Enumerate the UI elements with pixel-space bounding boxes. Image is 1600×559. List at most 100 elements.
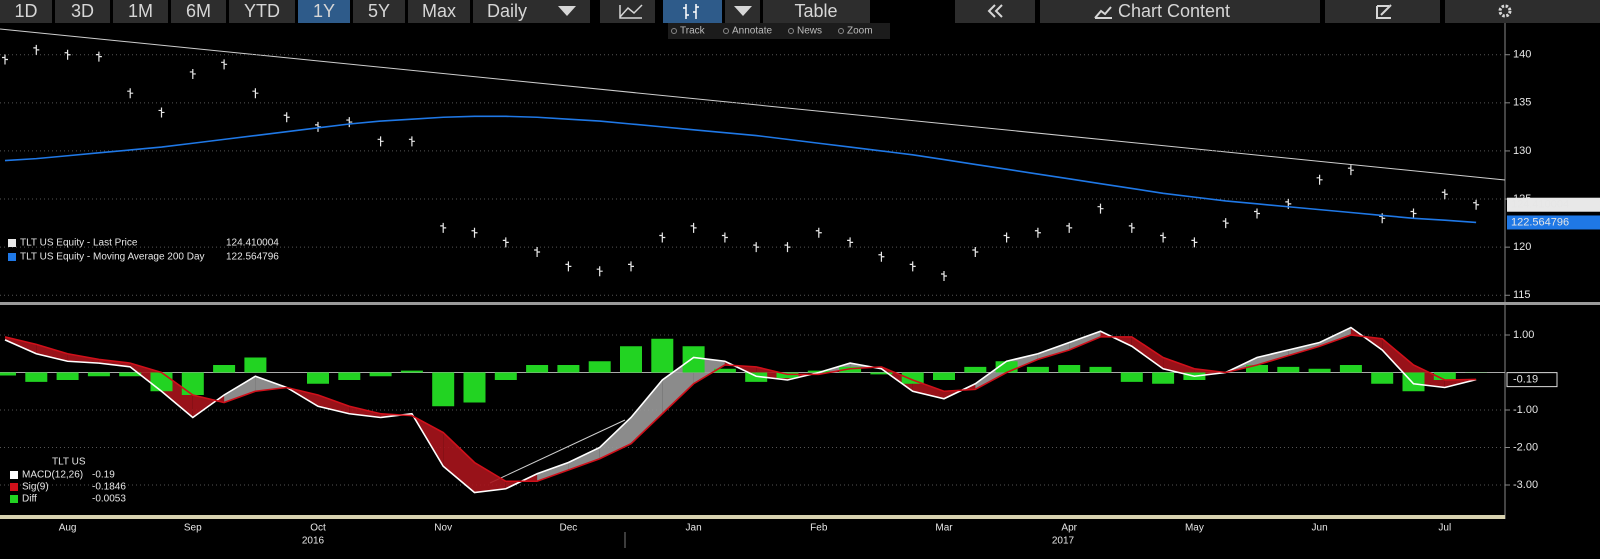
price-bar	[596, 266, 603, 277]
edit-button[interactable]	[1325, 0, 1440, 23]
diff-bar	[213, 365, 236, 373]
chart-content-icon	[1094, 6, 1112, 19]
y-tick-label: 1.00	[1513, 329, 1534, 341]
diff-bar	[557, 365, 580, 373]
range-button[interactable]	[113, 0, 168, 23]
diff-bar	[119, 372, 142, 377]
last-value-label: 124.410004	[1511, 199, 1569, 211]
edit-icon	[1376, 4, 1392, 19]
diff-bar	[995, 361, 1018, 373]
diff-bar	[1433, 372, 1456, 380]
x-tick-label: Apr	[1061, 523, 1077, 534]
diff-bar	[0, 372, 16, 376]
panel-bottom-band	[0, 515, 1505, 519]
price-bar	[1347, 165, 1354, 176]
macd-signal-fill	[631, 380, 663, 444]
price-bar	[440, 222, 447, 233]
price-bar	[252, 88, 259, 99]
x-tick-label: Jul	[1438, 523, 1451, 534]
bar-chart-button[interactable]	[663, 0, 722, 23]
range-button[interactable]	[353, 0, 405, 23]
price-bar	[878, 251, 885, 262]
diff-bar	[901, 372, 924, 384]
y-tick-label: 140	[1513, 49, 1531, 61]
price-bar	[471, 227, 478, 238]
legend-value: 124.410004	[226, 238, 279, 249]
price-bar	[127, 88, 134, 99]
tools-bar	[668, 23, 890, 39]
diff-bar	[181, 372, 204, 395]
year-label: 2017	[1052, 536, 1075, 547]
diff-bar	[776, 372, 799, 379]
price-bar	[64, 49, 71, 60]
tool-label[interactable]: Annotate	[732, 26, 772, 37]
price-bar	[534, 246, 541, 257]
toolbar: Daily Table Chart Content	[473, 0, 1600, 23]
series-line	[4, 326, 1477, 494]
macd-signal-fill	[1131, 336, 1164, 369]
last-value-label: -0.19	[1513, 374, 1538, 386]
macd-signal-fill	[67, 353, 99, 364]
tool-icon	[671, 28, 677, 34]
y-tick-label: 135	[1513, 97, 1531, 109]
table-button[interactable]	[763, 0, 870, 23]
tool-icon	[723, 28, 729, 34]
price-bar	[346, 117, 353, 128]
x-tick-label: Aug	[59, 523, 77, 534]
diff-bar	[713, 368, 736, 373]
frequency-label: Daily	[487, 1, 527, 21]
range-label: 1M	[128, 1, 153, 21]
tool-label[interactable]: Track	[680, 26, 706, 37]
range-button[interactable]	[229, 0, 295, 23]
y-tick-label: 120	[1513, 241, 1531, 253]
diff-bar	[1371, 372, 1394, 384]
range-button[interactable]	[298, 0, 350, 23]
price-bar	[377, 136, 384, 147]
range-button[interactable]	[55, 0, 110, 23]
diff-bar	[1089, 366, 1112, 373]
price-bar	[815, 227, 822, 238]
line-chart-button[interactable]	[600, 0, 655, 23]
range-button[interactable]	[0, 0, 52, 23]
macd-signal-fill	[98, 359, 131, 367]
price-bar	[95, 51, 102, 62]
diff-bar	[87, 372, 110, 377]
macd-signal-fill	[1319, 327, 1351, 347]
price-bar	[1191, 237, 1198, 248]
tool-label[interactable]: Zoom	[847, 26, 873, 37]
price-bar	[1034, 227, 1041, 238]
tool-icon	[838, 28, 844, 34]
price-bar	[1003, 232, 1010, 243]
macd-signal-fill	[912, 380, 944, 399]
frequency-button[interactable]	[473, 0, 590, 23]
range-button[interactable]	[408, 0, 470, 23]
price-bar	[565, 261, 572, 272]
price-bar	[221, 59, 228, 70]
diff-bar	[839, 366, 862, 373]
legend-label: TLT US Equity - Last Price	[20, 238, 138, 249]
legend-value: -0.1846	[92, 482, 126, 493]
diff-bar	[1152, 372, 1175, 384]
price-bar	[283, 112, 290, 123]
diff-bar	[620, 346, 642, 373]
legend-title: TLT US	[52, 457, 86, 468]
legend-swatch	[10, 483, 18, 491]
legend-label: Diff	[22, 494, 37, 505]
range-label: 5Y	[368, 1, 390, 21]
diff-bar	[307, 372, 329, 384]
range-button[interactable]	[171, 0, 226, 23]
x-tick-label: Oct	[310, 523, 326, 534]
tool-label[interactable]: News	[797, 26, 822, 37]
price-bar	[847, 237, 854, 248]
diff-bar	[1277, 366, 1300, 373]
macd-signal-fill	[568, 447, 600, 470]
collapse-icon	[987, 4, 1003, 18]
settings-button[interactable]	[1445, 0, 1600, 23]
chart-content-label: Chart Content	[1118, 1, 1230, 21]
price-bar	[1254, 208, 1260, 219]
diff-bar	[150, 372, 173, 392]
price-bar	[1160, 232, 1167, 243]
collapse-button[interactable]	[955, 0, 1035, 23]
macd-signal-fill	[474, 462, 506, 493]
diff-bar	[338, 372, 361, 380]
